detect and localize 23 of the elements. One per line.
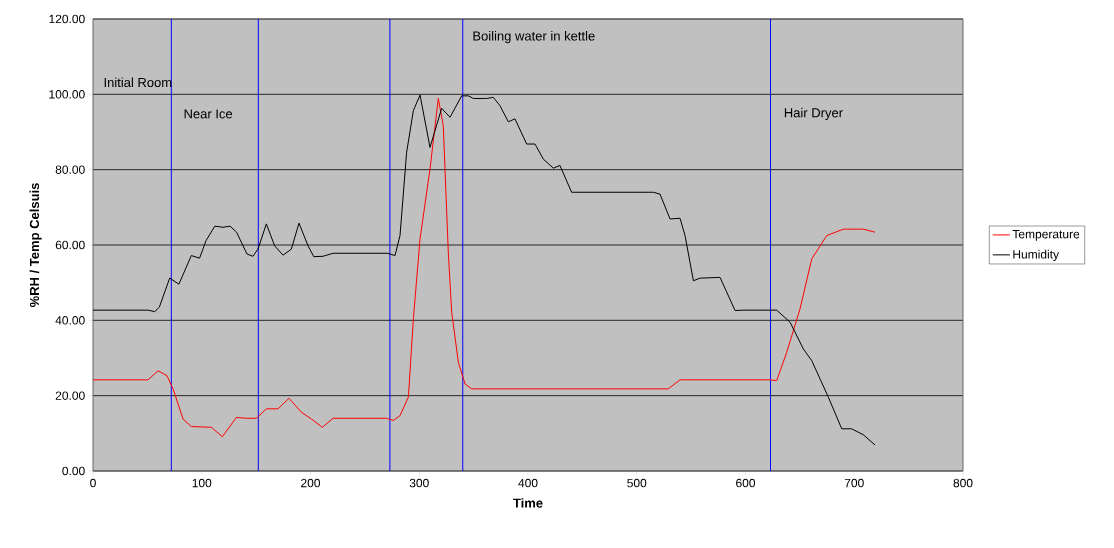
y-tick-label: 120.00: [49, 14, 85, 24]
x-tick-label: 300: [409, 478, 429, 488]
x-tick-label: 500: [627, 478, 647, 488]
x-tick-label: 700: [844, 478, 864, 488]
y-tick-label: 60.00: [55, 240, 85, 250]
y-tick-label: 0.00: [62, 466, 85, 476]
x-tick-label: 200: [301, 478, 321, 488]
legend-label: Humidity: [1013, 249, 1060, 261]
x-tick-label: 400: [518, 478, 538, 488]
annotation: Near Ice: [184, 109, 233, 119]
x-tick-label: 600: [736, 478, 756, 488]
annotation: Boiling water in kettle: [473, 31, 595, 44]
x-tick-label: 0: [90, 478, 96, 488]
y-tick-label: 20.00: [55, 391, 85, 400]
y-tick-label: 80.00: [55, 165, 85, 174]
y-tick-label: 40.00: [55, 316, 85, 325]
legend-label: Temperature: [1012, 230, 1080, 241]
y-axis-title: %RH / Temp Celsuis: [29, 183, 42, 308]
x-axis-title: Time: [513, 498, 543, 508]
x-tick-label: 100: [192, 478, 212, 488]
x-tick-label: 800: [953, 478, 973, 488]
annotation: Hair Dryer: [784, 107, 843, 120]
y-tick-label: 100.00: [49, 90, 85, 99]
